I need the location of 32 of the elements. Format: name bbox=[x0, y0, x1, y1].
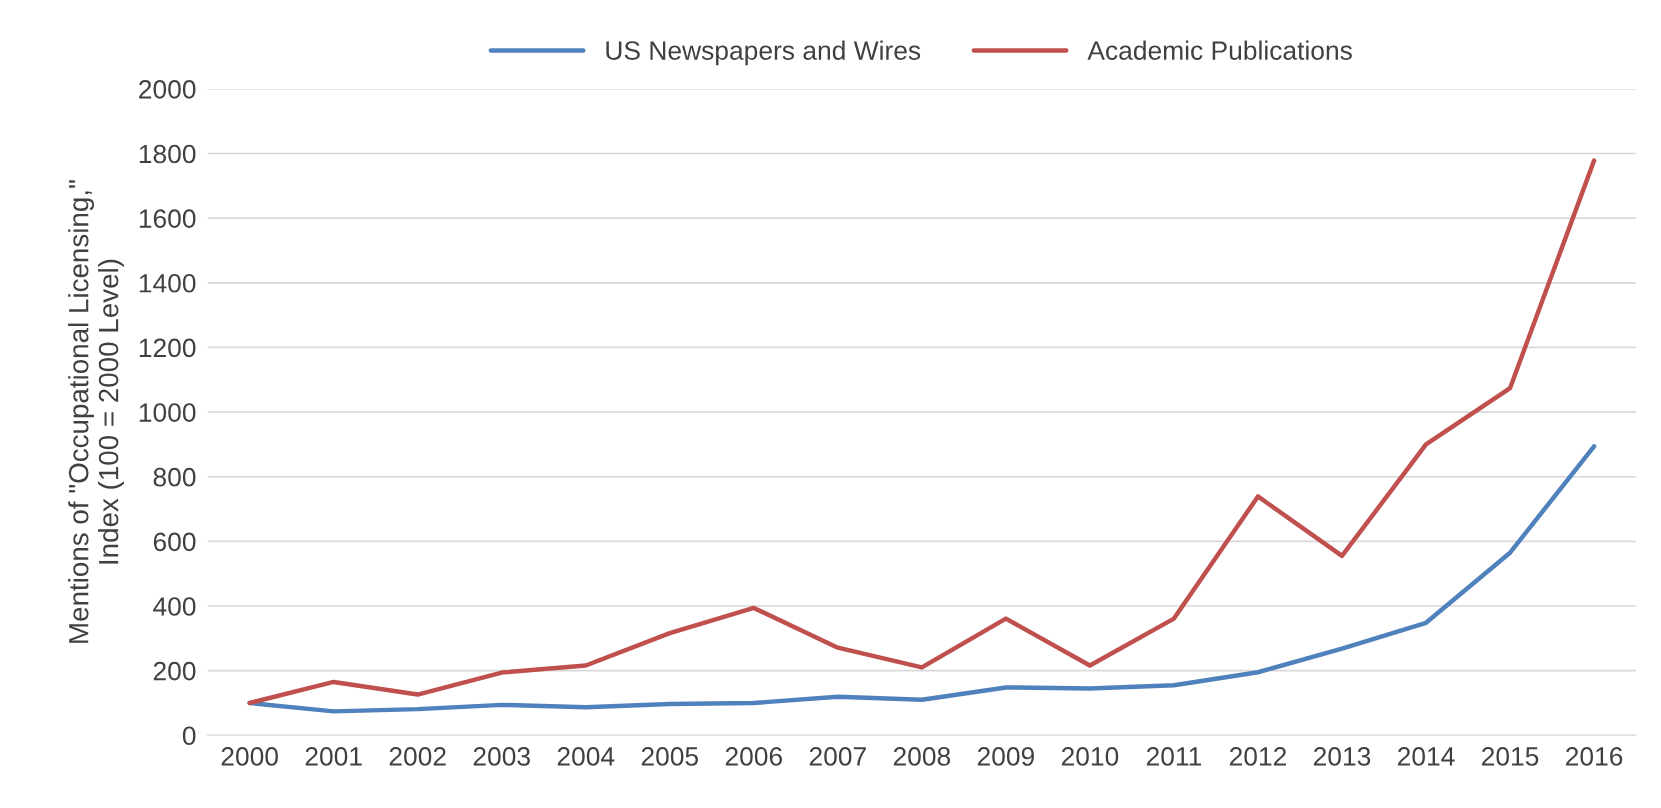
x-tick-label: 2009 bbox=[977, 747, 1034, 766]
y-tick-label: 1600 bbox=[139, 209, 196, 228]
y-tick-label: 1400 bbox=[139, 273, 196, 293]
y-tick-label: 400 bbox=[153, 597, 196, 616]
x-tick-label: 2010 bbox=[1061, 747, 1119, 766]
x-tick-label: 2016 bbox=[1566, 747, 1623, 766]
x-tick-label: 2001 bbox=[305, 747, 362, 766]
x-tick-label: 2002 bbox=[389, 747, 446, 766]
x-tick-label: 2012 bbox=[1229, 747, 1286, 766]
legend-label: Academic Publications bbox=[1087, 40, 1352, 60]
y-tick-label: 200 bbox=[153, 661, 196, 681]
y-tick-label: 600 bbox=[153, 532, 196, 552]
y-tick-label: 1000 bbox=[139, 403, 196, 422]
x-tick-label: 2004 bbox=[557, 747, 615, 766]
x-tick-label: 2000 bbox=[221, 747, 278, 766]
legend-label: US Newspapers and Wires bbox=[606, 40, 921, 66]
y-tick-label: 1200 bbox=[139, 338, 196, 358]
x-tick-label: 2003 bbox=[473, 747, 530, 766]
y-tick-label: 1800 bbox=[139, 144, 196, 164]
x-tick-label: 2006 bbox=[725, 747, 782, 766]
x-tick-label: 2013 bbox=[1313, 747, 1371, 766]
x-tick-label: 2015 bbox=[1482, 747, 1539, 766]
y-axis-title: Mentions of "Occupational Licensing," Index (100 = 2000 Level) bbox=[68, 180, 124, 643]
x-tick-label: 2008 bbox=[893, 747, 951, 766]
y-tick-label: 800 bbox=[153, 467, 196, 487]
line-series bbox=[247, 158, 1597, 706]
x-tick-label: 2014 bbox=[1398, 747, 1455, 766]
x-tick-label: 2005 bbox=[641, 747, 699, 766]
y-tick-label: 0 bbox=[182, 726, 196, 746]
x-tick-label: 2011 bbox=[1146, 747, 1202, 766]
x-tick-label: 2007 bbox=[809, 747, 866, 766]
y-tick-label: 2000 bbox=[139, 80, 196, 99]
